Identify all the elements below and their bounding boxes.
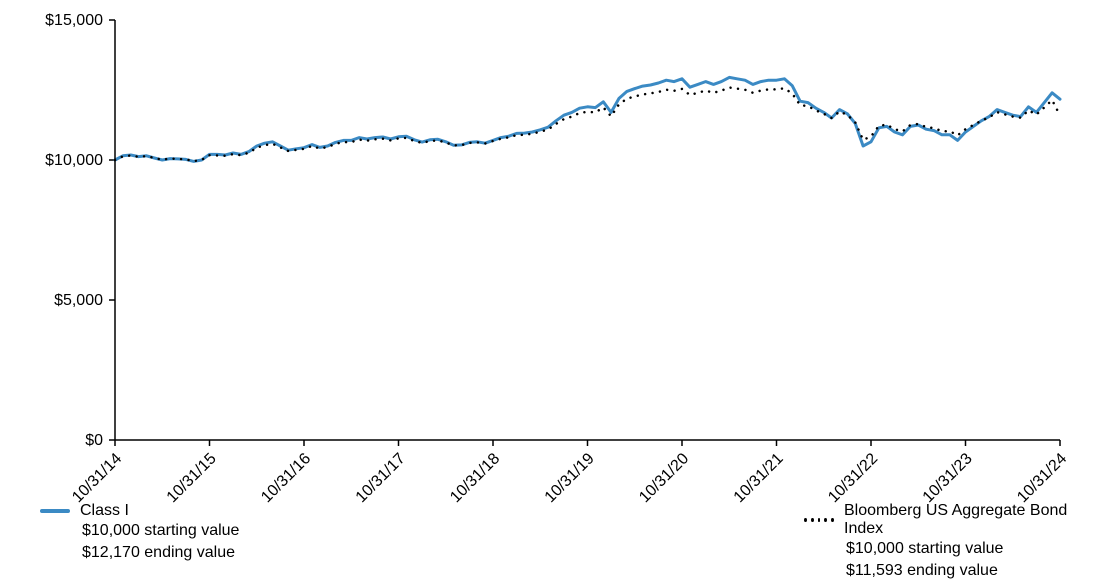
svg-text:10/31/23: 10/31/23	[920, 450, 976, 506]
legend-label: Bloomberg US Aggregate Bond Index	[844, 502, 1100, 538]
svg-text:$10,000: $10,000	[45, 152, 103, 169]
svg-text:10/31/17: 10/31/17	[353, 450, 409, 506]
svg-text:10/31/16: 10/31/16	[258, 450, 314, 506]
svg-text:10/31/14: 10/31/14	[69, 450, 125, 506]
svg-text:$15,000: $15,000	[45, 12, 103, 29]
svg-text:10/31/24: 10/31/24	[1014, 450, 1070, 506]
svg-text:10/31/21: 10/31/21	[731, 450, 787, 506]
svg-text:10/31/15: 10/31/15	[164, 450, 220, 506]
svg-text:10/31/19: 10/31/19	[542, 450, 598, 506]
legend-series-1: Class I $10,000 starting value $12,170 e…	[40, 502, 239, 563]
svg-text:$5,000: $5,000	[54, 292, 103, 309]
legend-sublines: $10,000 starting value $12,170 ending va…	[82, 520, 239, 563]
svg-text:10/31/20: 10/31/20	[636, 450, 692, 506]
growth-chart: $0 $5,000 $10,000 $15,000 10/31/14 10/31/15 10…	[0, 0, 1100, 578]
legend-swatch-dots	[804, 518, 834, 522]
svg-text:$0: $0	[85, 432, 103, 449]
svg-text:10/31/18: 10/31/18	[447, 450, 503, 506]
chart-svg: $0 $5,000 $10,000 $15,000 10/31/14 10/31/15 10…	[0, 0, 1100, 578]
legend-sublines: $10,000 starting value $11,593 ending va…	[846, 538, 1100, 581]
legend-starting-value: $10,000 starting value	[846, 538, 1100, 560]
legend-label: Class I	[80, 502, 129, 520]
legend-series-2: Bloomberg US Aggregate Bond Index $10,00…	[804, 502, 1100, 581]
legend-ending-value: $12,170 ending value	[82, 542, 239, 564]
legend-starting-value: $10,000 starting value	[82, 520, 239, 542]
svg-text:10/31/22: 10/31/22	[825, 450, 881, 506]
legend-swatch-line	[40, 509, 70, 513]
